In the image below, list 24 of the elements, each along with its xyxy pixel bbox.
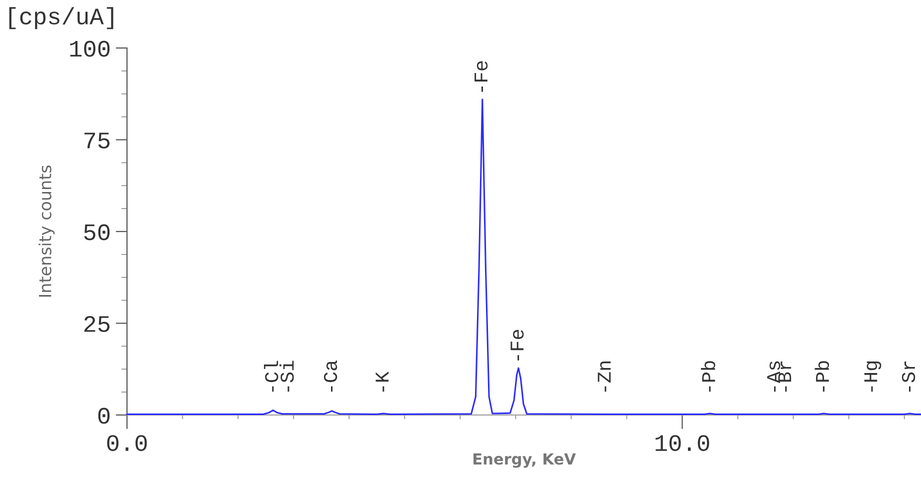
annotation: -Sr xyxy=(902,362,916,392)
y-tick-label: 50 xyxy=(84,224,110,240)
text: [cps/uA] xyxy=(9,7,114,30)
annotation: -Fe xyxy=(510,330,524,360)
annotation: -K xyxy=(376,372,389,392)
y-tick-label: 75 xyxy=(84,132,110,149)
annotation: -Ca xyxy=(324,360,338,392)
annotation: -Fe xyxy=(474,61,488,92)
y-tick-label: 0 xyxy=(98,408,110,424)
annotation: -Pb xyxy=(814,361,830,392)
annotation: -Hg xyxy=(864,361,882,392)
x-tick-label: 10.0 xyxy=(656,435,710,452)
annotation: -Si xyxy=(280,360,294,392)
annotation: -Zn xyxy=(598,362,611,392)
x-axis-title: Energy, KeV xyxy=(474,453,576,468)
y-tick-label: 25 xyxy=(84,316,110,332)
x-tick-label: 0.0 xyxy=(107,435,147,452)
annotation: -As xyxy=(767,361,780,392)
y-axis-title: Intensity counts xyxy=(38,166,55,297)
line-series xyxy=(126,98,921,416)
annotation: -Cl xyxy=(264,360,278,392)
annotation: -Br xyxy=(778,362,792,392)
y-tick-label: 100 xyxy=(70,40,110,57)
annotation: -Pb xyxy=(700,361,716,392)
